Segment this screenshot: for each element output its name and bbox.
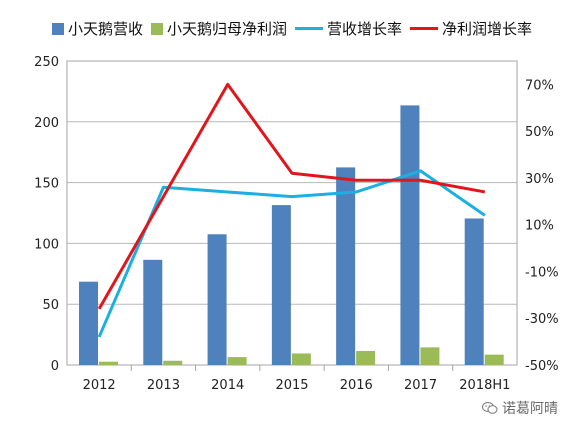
- profit-growth-line: [97, 82, 486, 310]
- chart-legend: 小天鹅营收 小天鹅归母净利润 营收增长率 净利润增长率: [52, 18, 540, 39]
- revenue-bar: [400, 105, 420, 365]
- x-tick-label: 2018H1: [459, 378, 510, 393]
- net-profit-bar: [291, 353, 311, 365]
- legend-label-net-profit: 小天鹅归母净利润: [167, 20, 288, 38]
- y-right-tick-label: -30%: [525, 312, 559, 327]
- y-right-tick-label: 70%: [525, 78, 554, 93]
- revenue-growth-line: [97, 169, 486, 338]
- y-left-tick-label: 150: [34, 177, 59, 192]
- legend-swatch-net-profit: [151, 22, 164, 35]
- net-profit-bar: [484, 354, 504, 365]
- legend-item-net-profit: 小天鹅归母净利润: [151, 18, 287, 39]
- watermark-text: 诺葛阿晴: [502, 401, 558, 417]
- wechat-icon: [482, 401, 498, 414]
- y-right-tick-label: 30%: [525, 172, 554, 187]
- watermark: 诺葛阿晴: [482, 398, 558, 418]
- x-tick-label: 2015: [275, 378, 308, 393]
- legend-item-revenue: 小天鹅营收: [52, 18, 143, 39]
- legend-item-profit-growth: 净利润增长率: [410, 18, 532, 39]
- revenue-bar: [143, 259, 163, 365]
- legend-swatch-revenue: [52, 22, 64, 35]
- y-right-tick-label: 50%: [525, 125, 554, 140]
- y-left-tick-label: 100: [34, 237, 59, 252]
- x-tick-label: 2016: [340, 378, 373, 393]
- net-profit-bar: [420, 347, 440, 365]
- x-tick-label: 2017: [404, 378, 437, 393]
- y-right-tick-label: -10%: [525, 265, 559, 280]
- net-profit-bar: [227, 357, 247, 365]
- legend-swatch-revenue-growth: [295, 27, 324, 30]
- y-left-tick-label: 50: [42, 298, 59, 313]
- y-right-tick-label: 10%: [525, 219, 554, 234]
- legend-label-profit-growth: 净利润增长率: [442, 20, 533, 38]
- x-tick-label: 2013: [147, 378, 180, 393]
- revenue-bar: [207, 234, 227, 365]
- revenue-bar: [464, 218, 484, 365]
- y-left-tick-label: 200: [34, 116, 59, 131]
- y-left-tick-label: 0: [51, 359, 59, 374]
- net-profit-bar: [99, 361, 118, 365]
- legend-label-revenue: 小天鹅营收: [68, 20, 144, 38]
- plot-border: [66, 60, 518, 366]
- legend-item-revenue-growth: 营收增长率: [295, 18, 402, 39]
- legend-swatch-profit-growth: [410, 27, 439, 30]
- net-profit-bar: [356, 351, 376, 365]
- y-left-tick-label: 250: [34, 55, 59, 70]
- x-tick-label: 2012: [83, 378, 116, 393]
- revenue-bar: [336, 167, 356, 365]
- x-tick-label: 2014: [211, 378, 244, 393]
- net-profit-bar: [163, 360, 183, 365]
- revenue-bar: [271, 205, 291, 365]
- legend-label-revenue-growth: 营收增长率: [327, 20, 403, 38]
- revenue-bar: [79, 281, 98, 365]
- y-right-tick-label: -50%: [525, 359, 559, 374]
